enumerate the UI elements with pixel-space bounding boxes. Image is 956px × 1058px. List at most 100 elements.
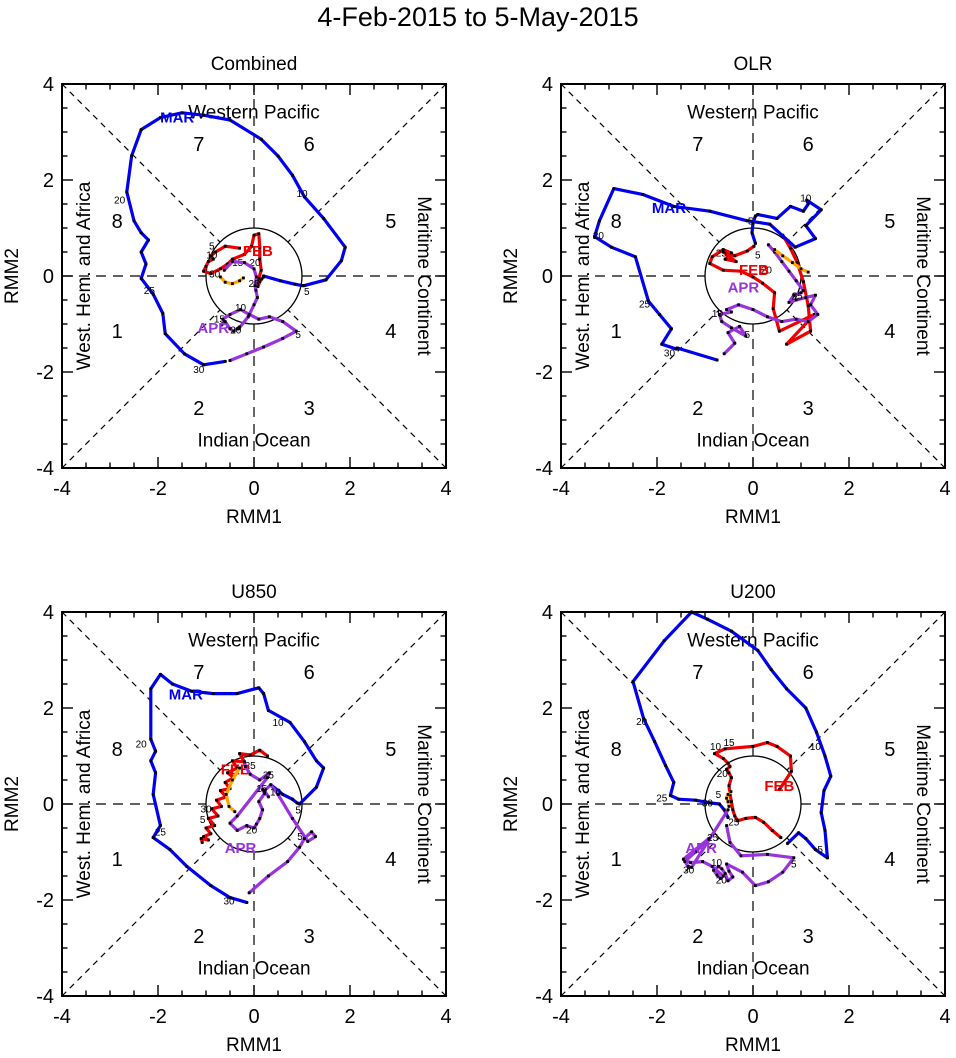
x-tick-label: 0 xyxy=(248,1006,259,1028)
day-marker xyxy=(728,765,732,768)
day-marker xyxy=(689,861,692,864)
day-marker xyxy=(253,284,257,287)
day-marker xyxy=(802,209,805,213)
day-marker xyxy=(207,260,210,263)
day-marker xyxy=(303,195,306,199)
y-tick-label: 2 xyxy=(43,698,54,720)
day-marker xyxy=(750,231,754,235)
day-label-feb-20: 20 xyxy=(717,769,729,780)
day-marker xyxy=(223,320,227,323)
day-marker xyxy=(256,285,260,288)
x-tick-label: 2 xyxy=(843,1006,854,1028)
day-marker xyxy=(139,128,143,131)
day-marker xyxy=(258,778,262,782)
region-label-indian-ocean: Indian Ocean xyxy=(197,958,310,979)
day-marker xyxy=(723,257,727,261)
day-marker xyxy=(739,269,743,273)
day-marker xyxy=(745,249,749,253)
day-marker xyxy=(243,261,246,264)
day-marker xyxy=(258,280,262,284)
phase-diagonal-line xyxy=(560,83,720,243)
day-marker xyxy=(773,250,776,254)
day-marker xyxy=(799,291,803,295)
day-marker xyxy=(672,205,676,208)
day-marker xyxy=(306,840,310,843)
day-marker xyxy=(303,837,306,840)
day-marker xyxy=(223,781,227,784)
x-axis-label: RMM1 xyxy=(725,507,781,528)
day-marker xyxy=(159,673,162,676)
day-marker xyxy=(295,801,299,805)
region-label-western-pacific: Western Pacific xyxy=(687,631,819,652)
day-label-feb-15: 15 xyxy=(723,738,735,749)
day-marker xyxy=(694,850,697,854)
day-label-apr-30: 30 xyxy=(209,270,221,281)
day-marker xyxy=(658,313,661,316)
day-marker xyxy=(806,304,810,308)
day-marker xyxy=(751,275,755,279)
panel-title-olr: OLR xyxy=(733,54,772,75)
month-label-feb: FEB xyxy=(243,243,273,260)
y-tick-label: 0 xyxy=(542,266,553,288)
day-marker xyxy=(252,303,256,307)
day-label-mar-30: 30 xyxy=(702,799,714,810)
trajectory-mar xyxy=(592,187,823,362)
day-marker xyxy=(751,745,755,748)
day-marker xyxy=(775,745,779,748)
day-marker xyxy=(231,759,234,763)
day-marker xyxy=(243,253,246,256)
month-label-feb: FEB xyxy=(739,262,769,279)
day-marker xyxy=(778,329,781,333)
day-label-apr-10: 10 xyxy=(235,303,247,314)
day-marker xyxy=(738,325,741,328)
day-label-apr-10: 10 xyxy=(711,858,723,869)
y-tick-label: 2 xyxy=(542,170,553,192)
day-marker xyxy=(726,816,730,819)
day-marker xyxy=(245,352,249,356)
day-label-mar-5: 5 xyxy=(817,845,823,856)
trajectory-apr xyxy=(681,808,796,888)
day-label-mar-10: 10 xyxy=(272,718,284,729)
day-marker xyxy=(224,793,228,796)
day-marker xyxy=(232,329,236,333)
day-marker xyxy=(231,282,234,286)
day-marker xyxy=(238,246,241,250)
day-marker xyxy=(211,692,215,695)
x-tick-label: 2 xyxy=(344,478,355,500)
day-marker xyxy=(246,315,250,319)
day-marker xyxy=(293,282,297,286)
day-marker xyxy=(752,244,756,248)
month-label-feb: FEB xyxy=(221,761,251,778)
day-marker xyxy=(710,865,714,868)
y-axis-label: RMM2 xyxy=(2,776,23,832)
day-marker xyxy=(298,845,301,849)
day-marker xyxy=(725,308,728,311)
day-marker xyxy=(713,752,716,755)
day-marker xyxy=(816,313,820,316)
day-marker xyxy=(190,689,193,693)
day-marker xyxy=(708,209,712,213)
panel-title-combined: Combined xyxy=(211,54,298,75)
day-marker xyxy=(260,277,264,281)
day-marker xyxy=(207,817,210,820)
day-marker xyxy=(286,860,289,863)
day-marker xyxy=(726,800,730,803)
day-marker xyxy=(721,268,725,272)
day-marker xyxy=(718,877,722,880)
day-marker xyxy=(804,296,808,299)
phase-number-3: 3 xyxy=(304,926,315,948)
day-marker xyxy=(237,327,241,331)
day-marker xyxy=(258,257,262,261)
day-label-apr-20: 20 xyxy=(716,875,728,886)
day-label-feb-20: 20 xyxy=(249,258,261,269)
day-marker xyxy=(223,244,227,248)
phase-number-8: 8 xyxy=(112,739,123,761)
day-marker xyxy=(598,219,601,223)
day-marker xyxy=(125,190,129,194)
region-label-maritime-continent: Maritime Continent xyxy=(912,196,933,356)
day-marker xyxy=(262,692,265,695)
day-marker xyxy=(717,865,720,868)
day-marker xyxy=(669,793,672,797)
day-marker xyxy=(202,835,205,839)
day-marker xyxy=(677,797,680,801)
